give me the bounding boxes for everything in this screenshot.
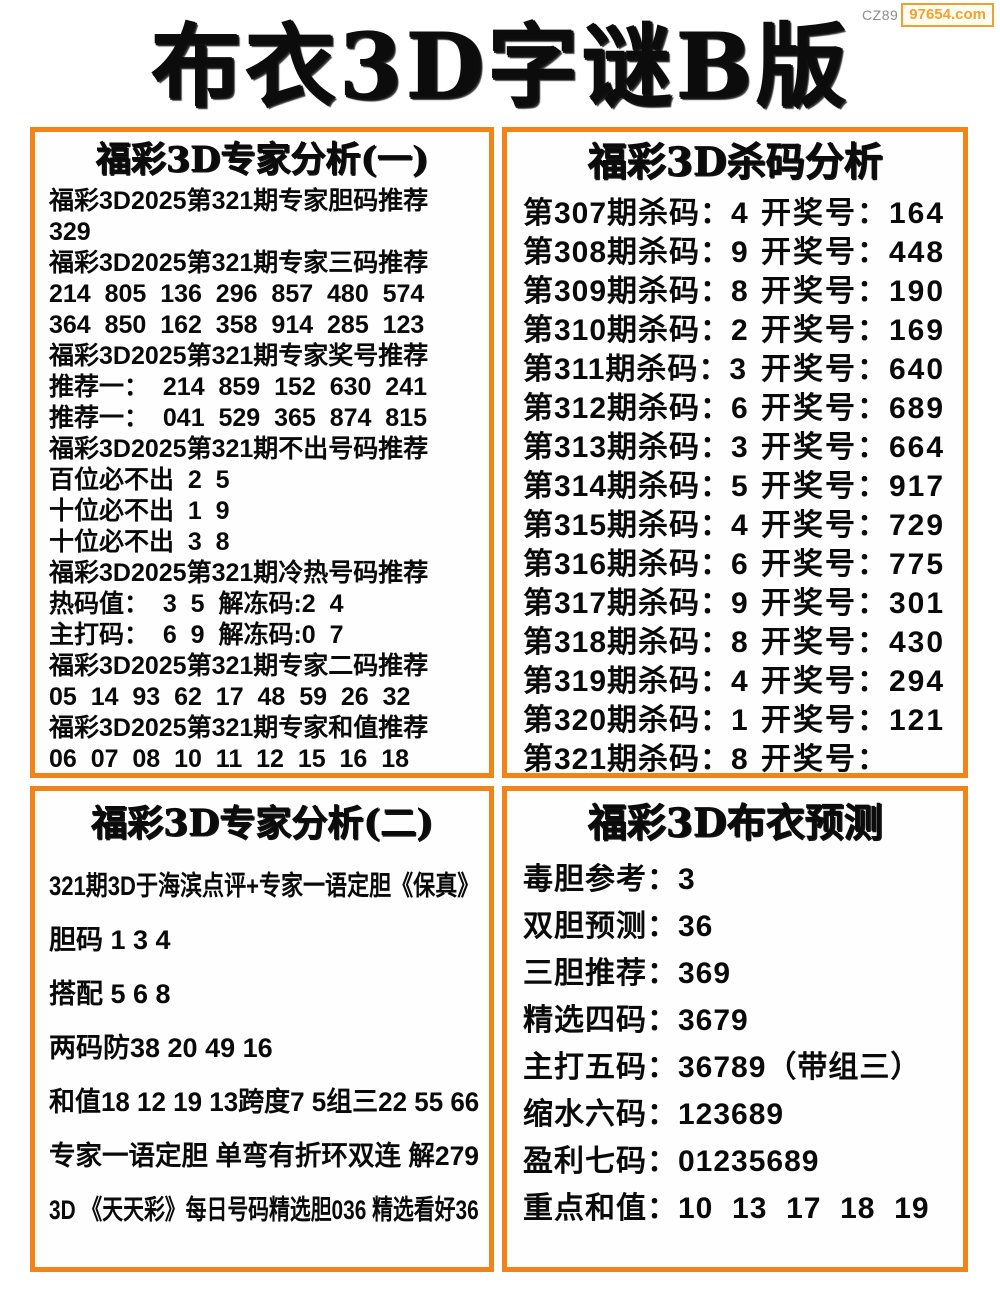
prediction-line: 缩水六码：123689: [523, 1098, 785, 1131]
kill-code-label: 第320期杀码：1: [523, 704, 749, 737]
draw-result-label: 开奖号：640: [761, 353, 946, 386]
draw-result-label: 开奖号：448: [761, 236, 946, 269]
kill-code-row: 第320期杀码：1 开奖号：121: [523, 701, 953, 740]
analysis-line: 专家一语定胆 单弯有折环双连 解279: [49, 1141, 480, 1171]
draw-result-label: 开奖号：294: [761, 665, 946, 698]
draw-result-label: 开奖号：301: [761, 587, 946, 620]
analysis-line: 06 07 08 10 11 12 15 16 18: [49, 745, 410, 773]
analysis-line: 搭配 5 6 8: [49, 979, 171, 1009]
kill-code-row: 第313期杀码：3 开奖号：664: [523, 428, 953, 467]
kill-code-label: 第312期杀码：6: [523, 392, 749, 425]
kill-code-label: 第318期杀码：8: [523, 626, 749, 659]
panel-kill-code-analysis-title: 福彩3D杀码分析: [587, 139, 883, 185]
draw-result-label: 开奖号：164: [761, 197, 946, 230]
kill-code-label: 第310期杀码：2: [523, 314, 749, 347]
panel-buyi-prediction-title: 福彩3D布衣预测: [587, 800, 883, 846]
watermark-prefix: CZ89: [862, 7, 899, 23]
kill-code-label: 第315期杀码：4: [523, 509, 749, 542]
kill-code-row: 第319期杀码：4 开奖号：294: [523, 662, 953, 701]
kill-code-row: 第309期杀码：8 开奖号：190: [523, 272, 953, 311]
analysis-line: 胆码 1 3 4: [49, 925, 171, 955]
analysis-line: 和值18 12 19 13跨度7 5组三22 55 66: [49, 1087, 480, 1117]
kill-code-row: 第312期杀码：6 开奖号：689: [523, 389, 953, 428]
panel-expert-analysis-1-title: 福彩3D专家分析(一): [95, 139, 429, 180]
analysis-line: 福彩3D2025第321期专家三码推荐: [49, 249, 429, 277]
draw-result-label: 开奖号：664: [761, 431, 946, 464]
kill-code-row: 第318期杀码：8 开奖号：430: [523, 623, 953, 662]
analysis-line: 热码值： 3 5 解冻码:2 4: [49, 590, 344, 618]
prediction-line: 主打五码：36789（带组三）: [523, 1051, 922, 1084]
panel-expert-analysis-2: 福彩3D专家分析(二) 321期3D于海滨点评+专家一语定胆《保真》 胆码 1 …: [30, 786, 494, 1272]
page-title: 布衣3D字谜B版: [150, 13, 850, 119]
draw-result-label: 开奖号：430: [761, 626, 946, 659]
analysis-line: 推荐一： 214 859 152 630 241: [49, 373, 428, 401]
kill-code-row: 第315期杀码：4 开奖号：729: [523, 506, 953, 545]
kill-code-label: 第311期杀码：3: [523, 353, 748, 386]
analysis-line: 福彩3D2025第321期专家二码推荐: [49, 652, 429, 680]
kill-code-row: 第307期杀码：4 开奖号：164: [523, 194, 953, 233]
analysis-line: 福彩3D2025第321期冷热号码推荐: [49, 559, 429, 587]
draw-result-label: 开奖号：169: [761, 314, 946, 347]
kill-code-label: 第319期杀码：4: [523, 665, 749, 698]
analysis-line: 主打码： 6 9 解冻码:0 7: [49, 621, 344, 649]
expert-analysis-1-lines: 福彩3D2025第321期专家胆码推荐 329 福彩3D2025第321期专家三…: [35, 184, 489, 773]
draw-result-label: 开奖号：121: [761, 704, 946, 737]
analysis-line: 329: [49, 218, 91, 246]
analysis-line: 364 850 162 358 914 285 123: [49, 311, 425, 339]
kill-code-row: 第321期杀码：8 开奖号：: [523, 740, 953, 776]
prediction-line: 毒胆参考：3: [523, 863, 696, 896]
analysis-line: 十位必不出 3 8: [49, 528, 230, 556]
kill-code-label: 第321期杀码：8: [523, 743, 749, 776]
panel-expert-analysis-2-title: 福彩3D专家分析(二): [90, 802, 434, 844]
analysis-line: 05 14 93 62 17 48 59 26 32: [49, 683, 411, 711]
kill-code-row: 第317期杀码：9 开奖号：301: [523, 584, 953, 623]
buyi-prediction-lines: 毒胆参考：3 双胆预测：36 三胆推荐：369 精选四码：3679 主打五码：3…: [507, 856, 963, 1232]
prediction-line: 三胆推荐：369: [523, 957, 732, 990]
kill-code-rows: 第307期杀码：4 开奖号：164 第308期杀码：9 开奖号：448 第309…: [507, 190, 963, 776]
prediction-line: 盈利七码：01235689: [523, 1145, 820, 1178]
draw-result-label: 开奖号：190: [761, 275, 946, 308]
kill-code-label: 第308期杀码：9: [523, 236, 749, 269]
watermark-site-link[interactable]: 97654.com: [901, 3, 994, 27]
kill-code-label: 第313期杀码：3: [523, 431, 749, 464]
kill-code-row: 第310期杀码：2 开奖号：169: [523, 311, 953, 350]
analysis-line: 214 805 136 296 857 480 574: [49, 280, 425, 308]
analysis-line: 十位必不出 1 9: [49, 497, 230, 525]
analysis-line: 福彩3D2025第321期专家胆码推荐: [49, 187, 429, 215]
panel-buyi-prediction: 福彩3D布衣预测 毒胆参考：3 双胆预测：36 三胆推荐：369 精选四码：36…: [502, 786, 968, 1272]
draw-result-label: 开奖号：917: [761, 470, 946, 503]
panel-expert-analysis-1: 福彩3D专家分析(一) 福彩3D2025第321期专家胆码推荐 329 福彩3D…: [30, 127, 494, 778]
draw-result-label: 开奖号：689: [761, 392, 946, 425]
analysis-line: 推荐一： 041 529 365 874 815: [49, 404, 428, 432]
analysis-line: 福彩3D2025第321期不出号码推荐: [49, 435, 429, 463]
draw-result-label: 开奖号：775: [761, 548, 946, 581]
draw-result-label: 开奖号：: [761, 743, 889, 776]
kill-code-label: 第314期杀码：5: [523, 470, 749, 503]
panel-kill-code-analysis: 福彩3D杀码分析 第307期杀码：4 开奖号：164 第308期杀码：9 开奖号…: [502, 127, 968, 778]
analysis-line: 两码防38 20 49 16: [49, 1033, 273, 1063]
kill-code-row: 第311期杀码：3 开奖号：640: [523, 350, 953, 389]
prediction-line: 重点和值：10 13 17 18 19: [523, 1192, 930, 1225]
analysis-line: 321期3D于海滨点评+专家一语定胆《保真》: [49, 871, 480, 901]
expert-analysis-2-lines: 321期3D于海滨点评+专家一语定胆《保真》 胆码 1 3 4 搭配 5 6 8…: [35, 859, 489, 1237]
kill-code-label: 第307期杀码：4: [523, 197, 749, 230]
analysis-line: 3D 《天天彩》每日号码精选胆036 精选看好36: [49, 1195, 479, 1225]
draw-result-label: 开奖号：729: [761, 509, 946, 542]
kill-code-row: 第316期杀码：6 开奖号：775: [523, 545, 953, 584]
kill-code-label: 第309期杀码：8: [523, 275, 749, 308]
prediction-line: 精选四码：3679: [523, 1004, 749, 1037]
kill-code-row: 第314期杀码：5 开奖号：917: [523, 467, 953, 506]
kill-code-label: 第316期杀码：6: [523, 548, 749, 581]
kill-code-label: 第317期杀码：9: [523, 587, 749, 620]
prediction-line: 双胆预测：36: [523, 910, 714, 943]
analysis-line: 百位必不出 2 5: [49, 466, 230, 494]
analysis-line: 福彩3D2025第321期专家和值推荐: [49, 714, 429, 742]
kill-code-row: 第308期杀码：9 开奖号：448: [523, 233, 953, 272]
watermark: CZ89 97654.com: [862, 3, 994, 27]
analysis-line: 福彩3D2025第321期专家奖号推荐: [49, 342, 429, 370]
